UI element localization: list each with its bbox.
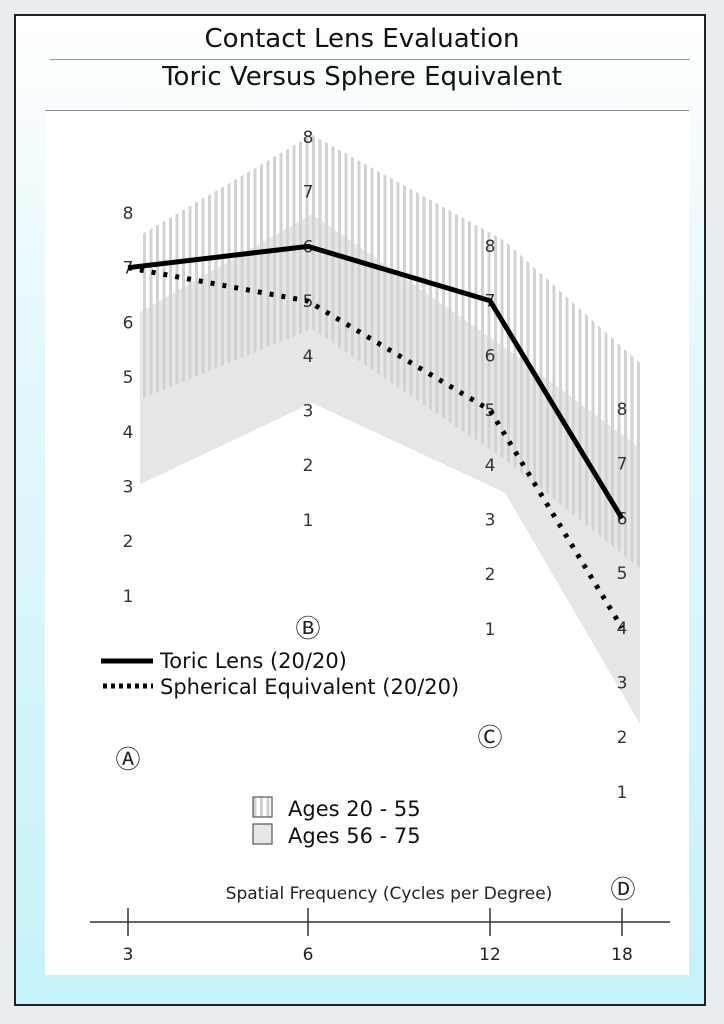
x-tick-label: 3 bbox=[123, 945, 134, 965]
scale-label-col2: 1 bbox=[485, 620, 496, 640]
x-tick-label: 12 bbox=[479, 945, 501, 965]
scale-label-col2: 8 bbox=[485, 237, 496, 257]
chart-title: Contact Lens Evaluation bbox=[204, 24, 520, 54]
scale-label-col0: 3 bbox=[123, 478, 134, 498]
title-divider bbox=[50, 59, 690, 60]
scale-label-col3: 4 bbox=[617, 619, 628, 639]
scale-label-col0: 2 bbox=[123, 532, 134, 552]
toric-line bbox=[127, 243, 625, 520]
scale-label-col3: 6 bbox=[617, 509, 628, 529]
scale-label-col3: 1 bbox=[617, 783, 628, 803]
scale-label-col2: 2 bbox=[485, 565, 496, 585]
scale-label-col0: 4 bbox=[123, 423, 134, 443]
x-tick-label: 6 bbox=[303, 945, 314, 965]
scale-label-col0: 5 bbox=[123, 368, 134, 388]
legend-toric: Toric Lens (20/20) bbox=[159, 649, 347, 673]
scale-label-col3: 8 bbox=[617, 400, 628, 420]
x-axis-title: Spatial Frequency (Cycles per Degree) bbox=[226, 884, 553, 904]
legend-ages-56-75: Ages 56 - 75 bbox=[288, 824, 421, 848]
scale-label-col1: 7 bbox=[303, 183, 314, 203]
scale-label-col0: 6 bbox=[123, 313, 134, 333]
column-marker-a: Ⓐ bbox=[115, 745, 140, 774]
legend-hatched-swatch bbox=[252, 796, 273, 818]
spherical-line bbox=[127, 265, 625, 630]
column-marker-d: Ⓓ bbox=[610, 875, 635, 904]
scale-label-col1: 8 bbox=[303, 128, 314, 148]
legend-ages-20-55: Ages 20 - 55 bbox=[288, 797, 421, 821]
scale-label-col2: 6 bbox=[485, 346, 496, 366]
column-marker-c: Ⓒ bbox=[477, 723, 502, 752]
scale-label-col1: 1 bbox=[303, 511, 314, 531]
scale-label-col2: 4 bbox=[485, 456, 496, 476]
scale-label-col3: 2 bbox=[617, 728, 628, 748]
scale-label-col0: 1 bbox=[123, 587, 134, 607]
scale-label-col2: 3 bbox=[485, 511, 496, 531]
scale-label-col1: 3 bbox=[303, 402, 314, 422]
scale-label-col0: 8 bbox=[123, 204, 134, 224]
scale-label-col1: 4 bbox=[303, 347, 314, 367]
scale-label-col1: 2 bbox=[303, 456, 314, 476]
scale-label-col3: 7 bbox=[617, 455, 628, 475]
x-tick-label: 18 bbox=[611, 945, 633, 965]
chart-subtitle: Toric Versus Sphere Equivalent bbox=[162, 62, 562, 92]
column-marker-b: Ⓑ bbox=[295, 614, 320, 643]
scale-label-col3: 5 bbox=[617, 564, 628, 584]
legend-spherical: Spherical Equivalent (20/20) bbox=[160, 675, 459, 699]
legend-gray-swatch bbox=[252, 823, 273, 845]
scale-label-col3: 3 bbox=[617, 674, 628, 694]
